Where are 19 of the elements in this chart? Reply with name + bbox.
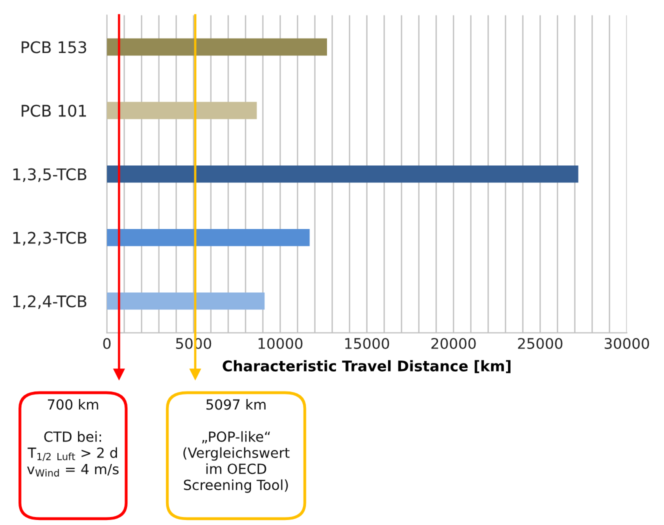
y-tick-label: 1,2,3-TCB — [13, 232, 86, 246]
x-tick-label: 30000 — [604, 338, 650, 349]
x-tick-label: 15000 — [345, 338, 390, 349]
y-tick-label: PCB 153 — [22, 41, 86, 54]
text: 700 km CTD bei: T$_{1/2 Luft}$ > 2 d v$_{Wind}$ = 4 m/s — [27, 399, 119, 477]
y-tick-label: 1,2,4-TCB — [13, 295, 86, 310]
y-tick-label: PCB 101 — [22, 104, 86, 117]
y-tick-label: 1,3,5-TCB — [13, 168, 86, 182]
x-tick-label: 0 — [103, 338, 111, 349]
text: 5097 km „POP-like“ (Vergleichswert im OECD Screening Tool) — [183, 399, 290, 493]
x-axis-title: Characteristic Travel Distance [km] — [222, 360, 510, 374]
bar — [106, 102, 257, 120]
bar — [106, 38, 327, 56]
x-tick-label: 25000 — [518, 338, 562, 349]
x-tick-label: 20000 — [431, 338, 476, 349]
bar — [106, 292, 265, 310]
x-tick-label: 10000 — [258, 338, 302, 349]
bar — [106, 165, 578, 183]
bar — [106, 228, 310, 246]
